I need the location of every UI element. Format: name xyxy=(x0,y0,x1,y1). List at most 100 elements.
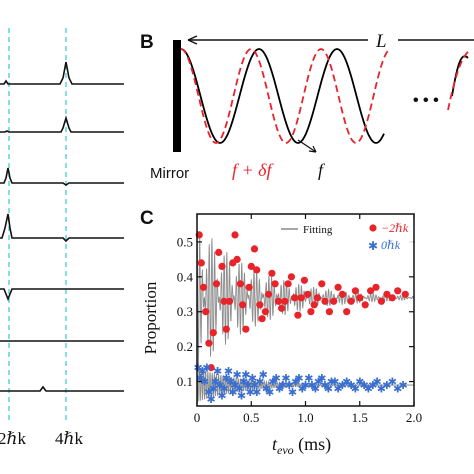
data-point-zero: ✱ xyxy=(351,384,360,396)
data-point-zero: ✱ xyxy=(324,384,333,396)
data-point-minus2 xyxy=(300,276,308,284)
data-point-zero: ✱ xyxy=(320,380,329,392)
fit-curve-zero xyxy=(196,367,415,402)
data-point-zero: ✱ xyxy=(198,366,207,378)
data-points-layer: ✱✱✱✱✱✱✱✱✱✱✱✱✱✱✱✱✱✱✱✱✱✱✱✱✱✱✱✱✱✱✱✱✱✱✱✱✱✱✱✱… xyxy=(193,231,409,406)
data-point-minus2 xyxy=(343,308,351,316)
data-point-zero: ✱ xyxy=(262,384,271,396)
data-point-zero: ✱ xyxy=(311,384,320,396)
data-point-minus2 xyxy=(199,283,208,291)
data-point-minus2 xyxy=(401,290,409,298)
data-point-minus2 xyxy=(334,283,342,291)
data-point-zero: ✱ xyxy=(246,387,255,399)
y-tick-label: 0.4 xyxy=(177,269,194,284)
data-point-minus2 xyxy=(233,255,241,263)
wave-solid xyxy=(180,48,385,144)
data-point-minus2 xyxy=(394,287,402,295)
data-point-zero: ✱ xyxy=(314,377,323,389)
frequency-pointer-head xyxy=(308,145,317,153)
x-axis-title: tevo (ms) xyxy=(272,434,331,457)
data-point-zero: ✱ xyxy=(388,377,397,389)
data-point-zero: ✱ xyxy=(291,377,300,389)
spectrum-trace-2 xyxy=(0,115,124,133)
y-tick-label: 0.5 xyxy=(177,234,193,249)
data-point-minus2 xyxy=(253,266,261,274)
data-point-minus2 xyxy=(268,269,276,277)
fit-curve-layer xyxy=(196,220,415,402)
data-point-zero: ✱ xyxy=(268,377,277,389)
wave-dashed-tail xyxy=(447,49,471,111)
y-tick-label: 0.2 xyxy=(177,339,193,354)
data-point-zero: ✱ xyxy=(232,370,241,382)
data-point-minus2 xyxy=(278,304,286,312)
data-point-minus2 xyxy=(207,364,215,372)
data-point-zero: ✱ xyxy=(196,373,205,385)
spectrum-trace-7 xyxy=(0,385,124,392)
panel-b: B L • • • Mirror f + δf f xyxy=(140,30,474,182)
label-2hk: 2ℏk xyxy=(0,429,26,448)
x-tick-label: 1.5 xyxy=(352,410,368,425)
data-point-minus2 xyxy=(294,311,302,319)
mirror-bar xyxy=(173,40,181,152)
data-point-minus2 xyxy=(220,297,228,305)
data-point-minus2 xyxy=(297,294,305,302)
data-point-zero: ✱ xyxy=(222,373,231,385)
data-point-zero: ✱ xyxy=(355,377,364,389)
data-point-zero: ✱ xyxy=(250,380,259,392)
data-point-minus2 xyxy=(197,259,205,267)
data-point-minus2 xyxy=(245,283,253,291)
legend-zero-marker: ✱ xyxy=(368,239,378,253)
data-point-minus2 xyxy=(215,248,223,256)
data-point-zero: ✱ xyxy=(333,384,342,396)
data-point-zero: ✱ xyxy=(213,366,222,378)
panel-c-label: C xyxy=(140,208,154,229)
length-label: L xyxy=(375,31,387,52)
panel-a: 2ℏk 4ℏk xyxy=(0,28,124,448)
data-point-zero: ✱ xyxy=(330,377,339,389)
data-point-zero: ✱ xyxy=(294,373,303,385)
panel-b-label: B xyxy=(140,32,154,53)
data-point-minus2 xyxy=(265,290,273,298)
data-point-zero: ✱ xyxy=(230,380,239,392)
legend-minus2-marker xyxy=(369,224,377,232)
data-point-zero: ✱ xyxy=(202,363,211,375)
data-point-zero: ✱ xyxy=(235,384,244,396)
data-point-minus2 xyxy=(222,325,230,333)
length-arrowhead xyxy=(187,35,198,45)
data-point-minus2 xyxy=(330,297,338,305)
data-point-minus2 xyxy=(372,283,380,291)
data-point-zero: ✱ xyxy=(259,370,268,382)
data-point-minus2 xyxy=(287,273,295,281)
data-point-zero: ✱ xyxy=(317,373,326,385)
data-point-minus2 xyxy=(351,287,359,295)
data-point-zero: ✱ xyxy=(377,384,386,396)
data-point-zero: ✱ xyxy=(241,370,250,382)
data-point-zero: ✱ xyxy=(278,380,287,392)
y-tick-label: 0.1 xyxy=(177,374,193,389)
data-point-zero: ✱ xyxy=(255,377,264,389)
data-point-minus2 xyxy=(242,325,250,333)
data-point-minus2 xyxy=(318,280,326,288)
data-point-zero: ✱ xyxy=(265,387,274,399)
label-4hk: 4ℏk xyxy=(55,429,83,448)
data-point-minus2 xyxy=(307,308,315,316)
data-point-minus2 xyxy=(247,262,255,270)
data-point-minus2 xyxy=(250,245,259,253)
data-point-zero: ✱ xyxy=(206,394,215,406)
data-point-zero: ✱ xyxy=(382,380,391,392)
data-point-minus2 xyxy=(258,315,266,323)
data-point-minus2 xyxy=(236,280,244,288)
data-point-minus2 xyxy=(202,308,210,316)
data-point-zero: ✱ xyxy=(346,380,355,392)
data-point-zero: ✱ xyxy=(393,384,402,396)
data-point-minus2 xyxy=(313,294,321,302)
axis-ticks-layer: 0 0.5 1.0 1.5 2.0 0.1 0.2 0.3 0.4 0.5 xyxy=(177,214,422,425)
data-point-zero: ✱ xyxy=(228,387,237,399)
ellipsis: • • • xyxy=(413,92,439,109)
data-point-minus2 xyxy=(218,262,226,270)
data-point-zero: ✱ xyxy=(248,373,257,385)
data-point-minus2 xyxy=(256,301,264,309)
data-point-zero: ✱ xyxy=(204,387,213,399)
data-point-zero: ✱ xyxy=(304,373,313,385)
legend-zero-label: 0ℏk xyxy=(381,238,401,252)
